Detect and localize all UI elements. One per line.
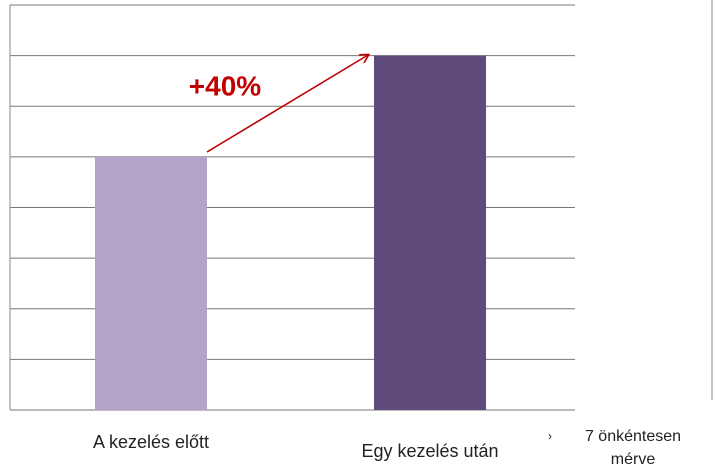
- marker: ›: [548, 429, 552, 443]
- bar: [95, 156, 207, 410]
- bar: [374, 55, 486, 410]
- x-tick-label: A kezelés előtt: [93, 432, 209, 452]
- bars: [95, 55, 486, 410]
- arrow: [206, 55, 368, 153]
- x-tick-label: Egy kezelés után: [361, 441, 498, 461]
- annotation: +40%: [189, 70, 261, 101]
- note: 7 önkéntesen mérve: [585, 428, 681, 468]
